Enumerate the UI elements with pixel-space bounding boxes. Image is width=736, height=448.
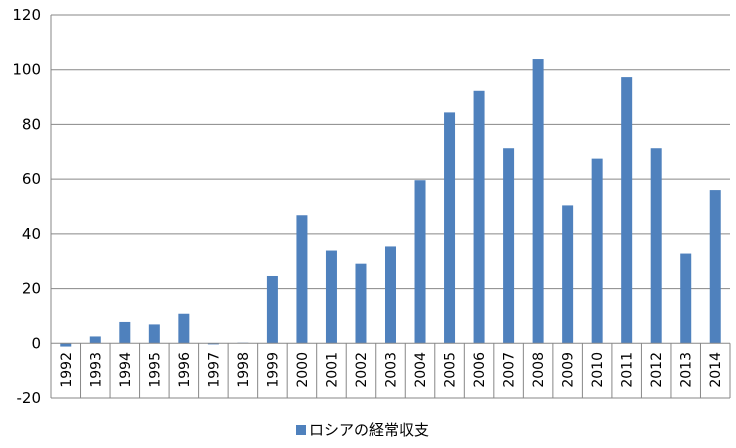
bar-2011 xyxy=(621,77,633,344)
bar-1995 xyxy=(148,324,160,344)
gridlines xyxy=(50,14,731,399)
x-tick-label: 2002 xyxy=(354,352,370,388)
x-tick-label: 2000 xyxy=(295,352,311,388)
bar-1992 xyxy=(60,343,72,347)
bars xyxy=(60,59,721,347)
x-tick-label: 2013 xyxy=(679,352,695,388)
bar-1999 xyxy=(266,275,278,344)
x-tick-label: 2005 xyxy=(443,352,459,388)
x-tick-label: 2009 xyxy=(561,352,577,388)
bar-1996 xyxy=(178,313,190,344)
bar-2004 xyxy=(414,180,426,344)
x-tick-label: 2008 xyxy=(531,352,547,388)
bar-1997 xyxy=(207,343,219,345)
x-tick-label: 2010 xyxy=(590,352,606,388)
x-tick-label: 2003 xyxy=(384,352,400,388)
x-tick-label: 1995 xyxy=(147,352,163,388)
bar-2003 xyxy=(385,246,396,344)
legend-swatch xyxy=(296,425,306,435)
axes xyxy=(50,15,730,398)
y-tick-label: 0 xyxy=(31,334,41,352)
bar-2001 xyxy=(325,250,337,344)
bar-1994 xyxy=(119,321,131,344)
bar-2010 xyxy=(591,158,603,344)
x-tick-label: 2006 xyxy=(472,352,488,388)
x-tick-label: 1992 xyxy=(59,352,75,388)
y-tick-label: 60 xyxy=(22,170,41,188)
y-tick-label: 20 xyxy=(22,280,41,298)
y-tick-label: 100 xyxy=(12,61,41,79)
y-tick-labels: -20 0 20 40 60 80 100 120 xyxy=(12,6,41,407)
x-tick-label: 2001 xyxy=(324,352,340,388)
y-tick-label: 40 xyxy=(22,225,41,243)
bar-2009 xyxy=(562,205,574,344)
bar-1993 xyxy=(89,336,101,344)
x-tick-label: 2012 xyxy=(649,352,665,388)
bar-2014 xyxy=(709,190,721,344)
x-tick-label: 1994 xyxy=(118,352,134,388)
bar-2000 xyxy=(296,215,308,344)
bar-2006 xyxy=(473,90,485,344)
y-tick-label: 120 xyxy=(12,6,41,24)
y-tick-label: 80 xyxy=(22,115,41,133)
x-tick-label: 1996 xyxy=(177,352,193,388)
bar-2012 xyxy=(650,148,662,344)
x-tick-label: 2007 xyxy=(502,352,518,388)
x-tick-label: 1998 xyxy=(236,352,252,388)
y-tick-label: -20 xyxy=(17,389,42,407)
bar-2013 xyxy=(680,253,692,344)
bar-2002 xyxy=(355,263,367,344)
bar-2008 xyxy=(532,59,544,344)
x-tick-label: 1993 xyxy=(88,352,104,388)
x-tick-label: 2011 xyxy=(620,352,636,388)
bar-2007 xyxy=(503,148,515,344)
x-tick-label: 1999 xyxy=(265,352,281,388)
x-tick-labels: 1992 1993 1994 1995 1996 1997 1998 1999 2000 2001… xyxy=(59,352,724,388)
legend-label: ロシアの経常収支 xyxy=(309,421,429,439)
x-tick-label: 2014 xyxy=(708,352,724,388)
legend: ロシアの経常収支 xyxy=(296,421,429,439)
x-tick-label: 2004 xyxy=(413,352,429,388)
bar-2005 xyxy=(444,112,456,344)
x-tick-label: 1997 xyxy=(206,352,222,388)
